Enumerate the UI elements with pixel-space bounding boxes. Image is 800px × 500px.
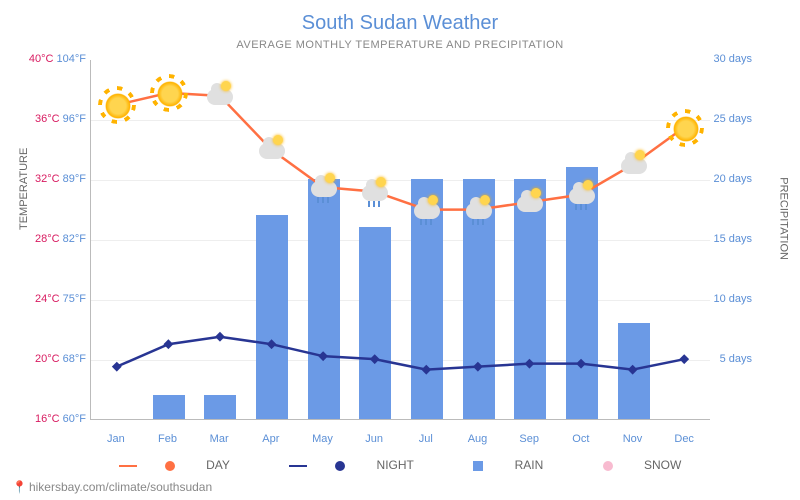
y-right-tick: 15 days xyxy=(713,233,752,245)
chart-subtitle: AVERAGE MONTHLY TEMPERATURE AND PRECIPIT… xyxy=(0,35,800,51)
weather-icon xyxy=(621,152,647,178)
night-marker xyxy=(163,339,173,349)
night-marker xyxy=(576,359,586,369)
night-marker xyxy=(628,365,638,375)
y-right-tick: 30 days xyxy=(713,53,752,65)
weather-icon xyxy=(104,92,130,118)
x-tick: Jun xyxy=(365,433,383,445)
y-left-tick: 32°C 89°F xyxy=(28,173,86,185)
legend-rain: RAIN xyxy=(515,458,544,472)
weather-icon xyxy=(414,197,440,223)
y-left-tick: 24°C 75°F xyxy=(28,293,86,305)
y-left-tick: 20°C 68°F xyxy=(28,353,86,365)
x-tick: Oct xyxy=(572,433,589,445)
weather-icon xyxy=(362,179,388,205)
weather-icon xyxy=(259,137,285,163)
night-marker xyxy=(421,365,431,375)
y-left-tick: 16°C 60°F xyxy=(28,413,86,425)
attribution-text: hikersbay.com/climate/southsudan xyxy=(29,480,212,494)
night-marker xyxy=(215,332,225,342)
day-line xyxy=(117,93,684,210)
y-axis-right-label: PRECIPITATION xyxy=(778,177,790,260)
x-tick: Dec xyxy=(674,433,694,445)
x-tick: Nov xyxy=(623,433,643,445)
y-left-tick: 36°C 96°F xyxy=(28,113,86,125)
x-tick: Aug xyxy=(468,433,488,445)
x-tick: Apr xyxy=(262,433,279,445)
weather-icon xyxy=(156,80,182,106)
y-right-tick: 20 days xyxy=(713,173,752,185)
x-tick: Jan xyxy=(107,433,125,445)
night-marker xyxy=(112,362,122,372)
chart-legend: DAY NIGHT RAIN SNOW xyxy=(0,458,800,472)
weather-icon xyxy=(672,115,698,141)
y-right-tick: 5 days xyxy=(720,353,752,365)
legend-snow: SNOW xyxy=(644,458,681,472)
weather-icon xyxy=(311,175,337,201)
weather-icon xyxy=(207,83,233,109)
night-marker xyxy=(370,354,380,364)
night-marker xyxy=(525,359,535,369)
x-tick: Jul xyxy=(419,433,433,445)
legend-day: DAY xyxy=(206,458,230,472)
night-line xyxy=(117,337,684,370)
night-marker xyxy=(318,351,328,361)
x-tick: Feb xyxy=(158,433,177,445)
x-tick: Sep xyxy=(519,433,539,445)
night-marker xyxy=(267,339,277,349)
pin-icon: 📍 xyxy=(12,480,27,494)
weather-icon xyxy=(517,190,543,216)
chart-plot-area xyxy=(90,60,710,420)
y-right-tick: 25 days xyxy=(713,113,752,125)
y-right-tick: 10 days xyxy=(713,293,752,305)
night-marker xyxy=(679,354,689,364)
y-left-tick: 40°C 104°F xyxy=(28,53,86,65)
y-axis-left-label: TEMPERATURE xyxy=(18,148,30,230)
x-tick: May xyxy=(312,433,333,445)
attribution: 📍hikersbay.com/climate/southsudan xyxy=(12,480,212,494)
chart-title: South Sudan Weather xyxy=(0,0,800,35)
x-tick: Mar xyxy=(210,433,229,445)
night-marker xyxy=(473,362,483,372)
weather-icon xyxy=(466,197,492,223)
weather-icon xyxy=(569,182,595,208)
y-left-tick: 28°C 82°F xyxy=(28,233,86,245)
legend-night: NIGHT xyxy=(377,458,414,472)
